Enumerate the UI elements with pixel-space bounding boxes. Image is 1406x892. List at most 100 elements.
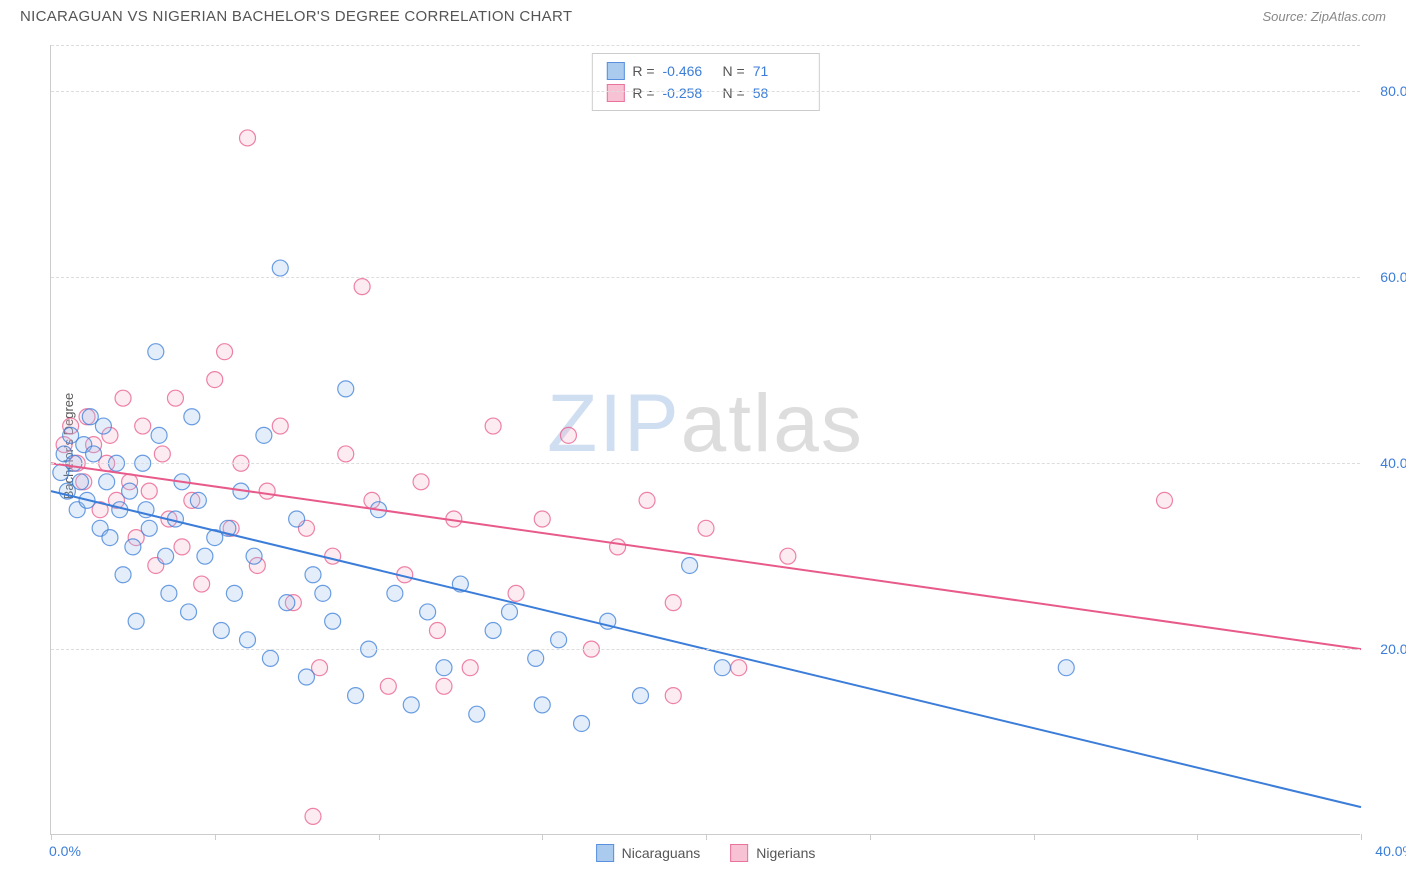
data-point	[154, 446, 170, 462]
data-point	[86, 446, 102, 462]
y-tick-label: 60.0%	[1380, 269, 1406, 285]
data-point	[213, 623, 229, 639]
r-label: R =	[632, 85, 654, 101]
data-point	[528, 650, 544, 666]
n-value-nicaraguans: 71	[753, 63, 805, 79]
data-point	[161, 585, 177, 601]
data-point	[190, 492, 206, 508]
data-point	[413, 474, 429, 490]
stats-legend-box: R = -0.466 N = 71 R = -0.258 N = 58	[591, 53, 819, 111]
data-point	[560, 427, 576, 443]
x-tick-max: 40.0%	[1375, 843, 1406, 859]
gridline	[51, 45, 1360, 46]
data-point	[99, 474, 115, 490]
data-point	[184, 409, 200, 425]
x-tick	[1361, 834, 1362, 840]
data-point	[141, 483, 157, 499]
x-tick	[706, 834, 707, 840]
y-tick-label: 80.0%	[1380, 83, 1406, 99]
y-tick-label: 20.0%	[1380, 641, 1406, 657]
data-point	[420, 604, 436, 620]
data-point	[259, 483, 275, 499]
data-point	[167, 390, 183, 406]
swatch-nicaraguans	[606, 62, 624, 80]
data-point	[502, 604, 518, 620]
data-point	[151, 427, 167, 443]
data-point	[128, 613, 144, 629]
data-point	[141, 520, 157, 536]
swatch-nicaraguans	[596, 844, 614, 862]
data-point	[115, 390, 131, 406]
data-point	[348, 688, 364, 704]
data-point	[610, 539, 626, 555]
stats-row-nicaraguans: R = -0.466 N = 71	[606, 60, 804, 82]
gridline	[51, 277, 1360, 278]
data-point	[125, 539, 141, 555]
data-point	[102, 530, 118, 546]
x-tick	[215, 834, 216, 840]
data-point	[436, 660, 452, 676]
swatch-nigerians	[606, 84, 624, 102]
data-point	[1157, 492, 1173, 508]
data-point	[1058, 660, 1074, 676]
data-point	[436, 678, 452, 694]
data-point	[217, 344, 233, 360]
chart-title: NICARAGUAN VS NIGERIAN BACHELOR'S DEGREE…	[20, 8, 572, 25]
data-point	[429, 623, 445, 639]
r-label: R =	[632, 63, 654, 79]
data-point	[272, 418, 288, 434]
data-point	[639, 492, 655, 508]
data-point	[387, 585, 403, 601]
legend-label-nicaraguans: Nicaraguans	[622, 845, 701, 861]
data-point	[181, 604, 197, 620]
data-point	[534, 511, 550, 527]
gridline	[51, 463, 1360, 464]
x-tick	[1034, 834, 1035, 840]
data-point	[246, 548, 262, 564]
x-tick	[51, 834, 52, 840]
data-point	[279, 595, 295, 611]
data-point	[194, 576, 210, 592]
data-point	[665, 688, 681, 704]
data-point	[262, 650, 278, 666]
data-point	[240, 632, 256, 648]
data-point	[158, 548, 174, 564]
data-point	[298, 669, 314, 685]
data-point	[338, 381, 354, 397]
data-point	[462, 660, 478, 676]
data-point	[469, 706, 485, 722]
data-point	[240, 130, 256, 146]
data-point	[485, 623, 501, 639]
data-point	[665, 595, 681, 611]
gridline	[51, 91, 1360, 92]
data-point	[403, 697, 419, 713]
data-point	[272, 260, 288, 276]
data-point	[508, 585, 524, 601]
data-point	[338, 446, 354, 462]
data-point	[354, 279, 370, 295]
gridline	[51, 649, 1360, 650]
data-point	[197, 548, 213, 564]
r-value-nigerians: -0.258	[663, 85, 715, 101]
data-point	[148, 344, 164, 360]
data-point	[325, 548, 341, 564]
x-tick	[1197, 834, 1198, 840]
data-point	[714, 660, 730, 676]
x-tick	[870, 834, 871, 840]
data-point	[380, 678, 396, 694]
chart-plot-area: ZIPatlas R = -0.466 N = 71 R = -0.258 N …	[50, 45, 1360, 835]
legend-item-nigerians: Nigerians	[730, 844, 815, 862]
data-point	[95, 418, 111, 434]
data-point	[122, 483, 138, 499]
data-point	[174, 539, 190, 555]
swatch-nigerians	[730, 844, 748, 862]
n-value-nigerians: 58	[753, 85, 805, 101]
y-tick-label: 40.0%	[1380, 455, 1406, 471]
data-point	[551, 632, 567, 648]
data-point	[135, 418, 151, 434]
data-point	[780, 548, 796, 564]
data-point	[485, 418, 501, 434]
x-tick	[542, 834, 543, 840]
n-label: N =	[723, 85, 745, 101]
data-point	[207, 372, 223, 388]
